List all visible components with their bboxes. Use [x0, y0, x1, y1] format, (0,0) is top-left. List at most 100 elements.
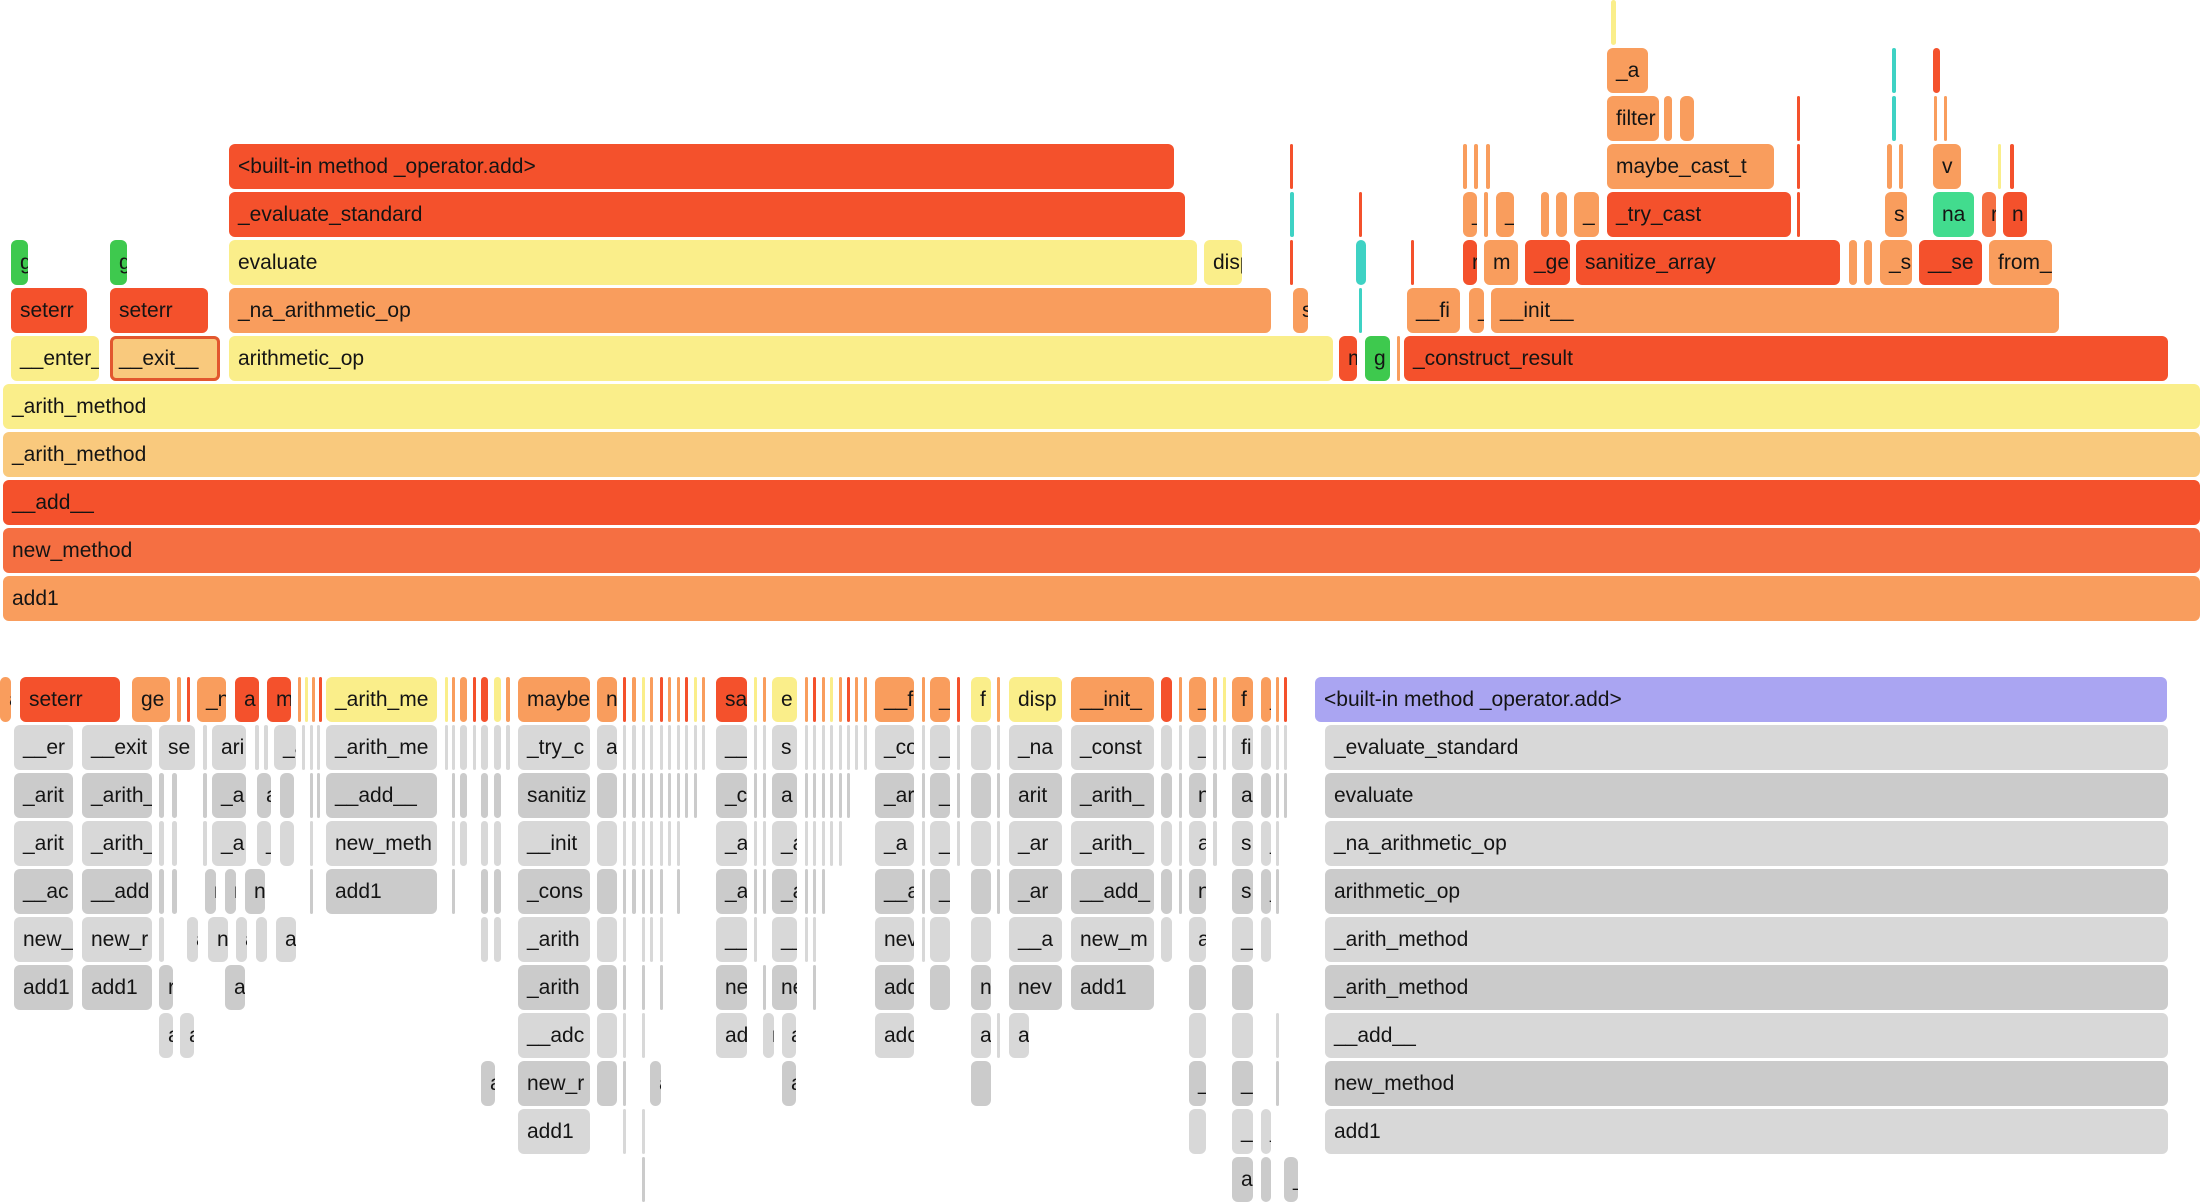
frame-s[interactable]: s [1232, 821, 1253, 866]
frame-sliver[interactable] [1892, 48, 1896, 93]
frame-se[interactable]: __se [1919, 240, 1982, 285]
frame-sliver[interactable] [473, 725, 476, 770]
frame-sliver[interactable] [997, 869, 1000, 914]
frame-sliver[interactable] [668, 725, 671, 770]
frame-a[interactable]: _a [716, 821, 747, 866]
frame-arit[interactable]: _arit [14, 821, 73, 866]
frame-try-cast[interactable]: _try_cast [1607, 192, 1791, 237]
frame-sliver[interactable] [452, 725, 455, 770]
frame-sliver[interactable] [1797, 192, 1800, 237]
frame-sliver[interactable] [754, 869, 757, 914]
frame-sliver[interactable] [494, 869, 501, 914]
frame-arith[interactable]: _arith [518, 965, 590, 1010]
frame-sliver[interactable] [1797, 144, 1800, 189]
frame-sliver[interactable] [763, 821, 766, 866]
frame-sliver[interactable] [660, 677, 663, 722]
frame-sliver[interactable] [1179, 869, 1182, 914]
frame-a[interactable]: a [1232, 773, 1253, 818]
frame-sliver[interactable] [473, 677, 476, 722]
frame-a[interactable]: _a [772, 869, 797, 914]
frame-sliver[interactable] [694, 677, 697, 722]
frame-f[interactable]: f [1232, 677, 1253, 722]
frame-new-meth[interactable]: new_meth [326, 821, 437, 866]
frame-sliver[interactable] [847, 725, 850, 770]
frame-new-method[interactable]: new_method [1325, 1061, 2168, 1106]
frame-r[interactable]: r [159, 965, 173, 1010]
frame-arithmetic-op[interactable]: arithmetic_op [1325, 869, 2168, 914]
frame-ar[interactable]: _ar [1009, 821, 1062, 866]
frame-sliver[interactable] [660, 917, 663, 962]
frame-c[interactable]: _c [716, 773, 747, 818]
frame-fi[interactable]: __fi [1407, 288, 1460, 333]
frame-sliver[interactable] [685, 725, 688, 770]
frame-sliver[interactable] [445, 725, 448, 770]
frame-sliver[interactable] [1474, 144, 1478, 189]
frame-sliver[interactable] [310, 725, 313, 770]
frame-enter[interactable]: __enter__ [11, 336, 99, 381]
frame-sliver[interactable] [632, 821, 636, 866]
frame-r[interactable]: r [1463, 240, 1477, 285]
frame-sliver[interactable]: _ [1463, 192, 1477, 237]
frame-sliver[interactable] [702, 725, 705, 770]
frame-sliver[interactable] [1290, 240, 1293, 285]
frame-sliver[interactable] [460, 773, 467, 818]
frame-sliver[interactable] [1556, 192, 1567, 237]
frame-sliver[interactable] [1161, 917, 1172, 962]
frame-f[interactable]: f [971, 677, 991, 722]
frame-sliver[interactable] [813, 917, 816, 962]
frame-sliver[interactable] [1213, 773, 1217, 818]
frame-a[interactable]: _a [1607, 48, 1648, 93]
frame-a[interactable]: a [236, 917, 247, 962]
frame-sliver[interactable] [650, 773, 653, 818]
frame-sliver[interactable] [1463, 144, 1467, 189]
frame-sliver[interactable] [813, 965, 816, 1010]
frame-na-arithmetic-op[interactable]: _na_arithmetic_op [1325, 821, 2168, 866]
frame-sliver[interactable] [1680, 96, 1694, 141]
frame-sliver[interactable] [1934, 96, 1937, 141]
frame-sliver[interactable] [1189, 965, 1206, 1010]
frame-n[interactable]: n [971, 965, 991, 1010]
frame-sliver[interactable] [971, 821, 991, 866]
frame-sliver[interactable] [642, 1109, 645, 1154]
frame-sliver[interactable] [280, 773, 294, 818]
frame-sliver[interactable] [830, 773, 833, 818]
frame-sliver[interactable]: _ [1541, 192, 1549, 237]
frame-evaluate[interactable]: evaluate [229, 240, 1197, 285]
frame-sliver[interactable] [839, 677, 842, 722]
frame-sliver[interactable] [694, 725, 697, 770]
frame-sliver[interactable]: _ [930, 869, 950, 914]
frame-g[interactable]: g [1365, 336, 1390, 381]
frame-a[interactable]: a [1009, 1013, 1029, 1058]
frame-seterr[interactable]: seterr [11, 288, 87, 333]
frame-sliver[interactable] [847, 773, 850, 818]
frame-construct-result[interactable]: _construct_result [1404, 336, 2168, 381]
frame-evaluate[interactable]: evaluate [1325, 773, 2168, 818]
frame-a[interactable]: a [481, 1061, 495, 1106]
frame-n[interactable]: _n [197, 677, 226, 722]
frame-sliver[interactable] [642, 965, 645, 1010]
frame-sliver[interactable] [255, 725, 259, 770]
frame-sliver[interactable] [694, 773, 697, 818]
frame-sliver[interactable] [754, 821, 757, 866]
frame-ad[interactable]: ad [225, 965, 245, 1010]
frame-sliver[interactable] [660, 773, 663, 818]
frame-m[interactable]: m [1261, 773, 1271, 818]
frame-arit[interactable]: _arit [14, 773, 73, 818]
frame-add1[interactable]: add1 [1325, 1109, 2168, 1154]
frame-sliver[interactable] [1276, 1061, 1279, 1106]
frame-s[interactable]: s [1293, 288, 1308, 333]
frame-sliver[interactable] [1276, 869, 1279, 914]
frame-sliver[interactable] [822, 869, 825, 914]
frame-sliver[interactable] [677, 869, 680, 914]
frame-add[interactable]: __add_ [1071, 869, 1154, 914]
frame-sliver[interactable]: _ [1469, 288, 1484, 333]
frame-sliver[interactable] [864, 677, 867, 722]
frame-sliver[interactable] [668, 821, 671, 866]
frame-sliver[interactable] [839, 773, 842, 818]
frame-sliver[interactable] [1161, 677, 1172, 722]
frame-g[interactable]: g [110, 240, 127, 285]
frame-sliver[interactable] [813, 869, 816, 914]
frame-sliver[interactable] [623, 725, 626, 770]
frame-sliver[interactable] [922, 869, 925, 914]
frame-sliver[interactable] [957, 773, 960, 818]
